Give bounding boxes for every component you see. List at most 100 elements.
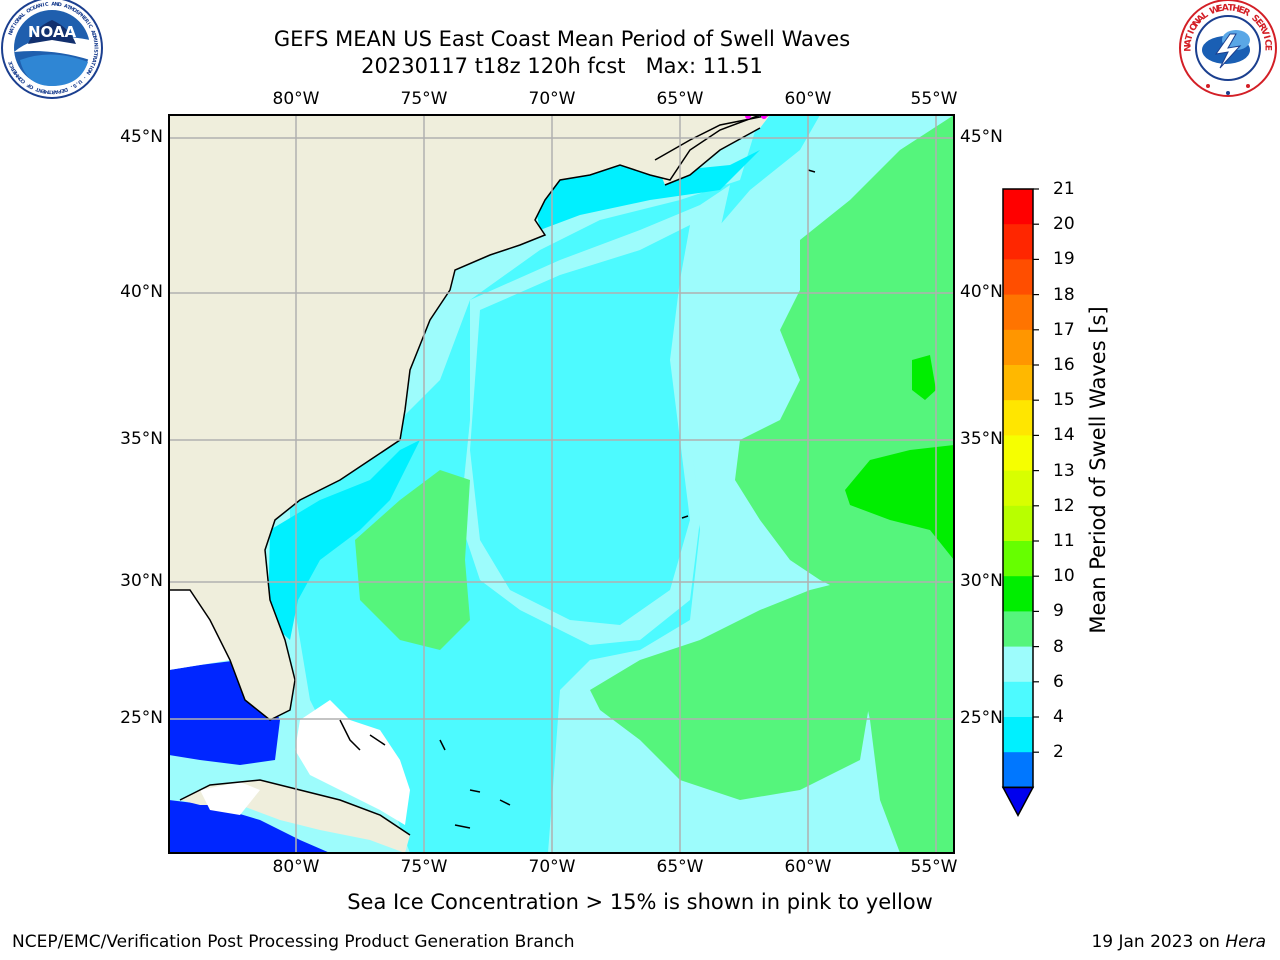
colorbar-tick-label: 4 (1053, 707, 1064, 727)
colorbar-tick-label: 19 (1053, 249, 1075, 270)
colorbar-segment (1003, 576, 1033, 612)
land-north-america (169, 115, 760, 720)
logo-ring-char: M (15, 73, 23, 81)
ocean-period-9-10-south (590, 580, 870, 800)
logo-ring-char: O (28, 83, 35, 90)
logo-ring-char: M (68, 5, 75, 13)
footer-date-text: 19 Jan 2023 on (1091, 932, 1220, 952)
colorbar-tick-label: 21 (1053, 179, 1075, 199)
logo-ring-char: E (8, 60, 15, 66)
colorbar-title: Mean Period of Swell Waves [s] (1086, 306, 1110, 634)
noaa-logo-text: NOAA (28, 23, 77, 41)
colorbar-segment (1003, 294, 1033, 331)
footer-host: Hera (1225, 932, 1266, 952)
ocean-period-9-10-east (735, 115, 954, 853)
logo-ring-char: E (32, 4, 38, 11)
logo-ring-char: O (14, 18, 21, 25)
logo-ring-char: I (1261, 34, 1272, 40)
logo-ring-char: T (66, 4, 72, 11)
logo-ring-char: R (83, 18, 90, 25)
chart-subtitle: 20230117 t18z 120h fcst Max: 11.51 (361, 54, 763, 78)
logo-ring-char: T (89, 61, 96, 67)
logo-ring-char: D (90, 33, 97, 39)
logo-ring-char: T (48, 88, 52, 94)
logo-ring-char: C (9, 63, 16, 69)
logo-ring-char: O (25, 7, 32, 14)
logo-ring-char: W (1208, 4, 1221, 17)
colorbar-tick-label: 6 (1053, 671, 1064, 692)
logo-ring-char: A (9, 27, 16, 33)
logo-ring-char: A (1221, 3, 1229, 13)
colorbar-segment (1003, 681, 1033, 718)
logo-ring-char: N (1184, 44, 1194, 52)
logo-ring-char: P (76, 11, 83, 18)
colorbar-tick-label: 14 (1053, 425, 1075, 446)
logo-ring-char: E (60, 87, 65, 94)
colorbar-tick-label: 12 (1053, 495, 1075, 516)
logo-ring-char: I (1187, 29, 1198, 36)
logo-ring-char: T (92, 52, 99, 57)
colorbar-extend-triangle (1001, 786, 1035, 817)
lon-label-top: 60°W (784, 89, 832, 109)
lon-label-top: 55°W (910, 89, 958, 109)
logo-ring-char: S (74, 9, 81, 16)
lat-label-right: 45°N (960, 127, 1003, 147)
colorbar-segment (1003, 470, 1033, 507)
logo-ring-char: M (91, 35, 98, 41)
lat-label-left: 45°N (120, 127, 163, 147)
lat-label-right: 30°N (960, 571, 1003, 591)
lon-label-bottom: 80°W (272, 857, 320, 877)
logo-ring-char: T (1184, 32, 1196, 41)
logo-ring-char: N (38, 3, 44, 10)
logo-ring-char: M (13, 70, 21, 78)
lon-label-bottom: 70°W (528, 857, 576, 877)
logo-ring-char: L (1200, 10, 1211, 22)
logo-ring-char: R (91, 55, 98, 60)
logo-ring-char: S (1249, 13, 1261, 25)
colorbar-segment (1003, 541, 1033, 577)
logo-ring-char: N (85, 69, 92, 76)
ocean-period-10-11-north (912, 355, 936, 400)
map-frame (168, 114, 955, 854)
lat-label-left: 40°N (120, 282, 163, 302)
nws-logo (1179, 0, 1277, 97)
lat-label-left: 30°N (120, 571, 163, 591)
logo-ring-char: A (35, 3, 41, 10)
nodata-cuba-coast (200, 782, 260, 815)
logo-ring-char: D (63, 86, 69, 93)
logo-ring-char: I (85, 21, 91, 26)
lon-label-bottom: 75°W (400, 857, 448, 877)
logo-ring-char: O (86, 66, 93, 73)
lat-label-left: 25°N (120, 708, 163, 728)
sea-ice-caption: Sea Ice Concentration > 15% is shown in … (347, 890, 933, 914)
ocean-period-10-11 (845, 445, 954, 560)
logo-ring-char: T (10, 24, 17, 30)
lon-label-top: 70°W (528, 89, 576, 109)
logo-ring-char: E (1216, 4, 1224, 15)
logo-ring-char: S (71, 82, 78, 89)
lon-label-bottom: 60°W (784, 857, 832, 877)
logo-ring-char: H (78, 13, 85, 20)
colorbar-tick-label: 9 (1053, 601, 1064, 622)
lon-label-bottom: 55°W (910, 857, 958, 877)
colorbar-tick-label: 13 (1053, 460, 1075, 481)
logo-ring-char: A (18, 14, 25, 21)
logo-ring-char: I (92, 40, 98, 43)
logo-ring-char: A (1195, 13, 1207, 25)
logo-ring-char: · (81, 74, 87, 80)
logo-ring-char: R (1256, 22, 1268, 33)
logo-ring-char: E (1253, 18, 1265, 29)
colorbar-tick-label: 20 (1053, 214, 1075, 235)
logo-ring-char: O (18, 75, 25, 82)
logo-ring-char: E (1263, 45, 1273, 51)
lat-label-right: 40°N (960, 282, 1003, 302)
ocean-period-6-8-core (470, 225, 690, 625)
lon-label-top: 75°W (400, 89, 448, 109)
logo-ring-char: T (1227, 3, 1235, 13)
nodata-gulf (169, 590, 230, 670)
logo-ring-char: A (54, 88, 59, 94)
colorbar (1001, 188, 1039, 817)
lon-label-top: 80°W (272, 89, 320, 109)
logo-ring-char: C (86, 24, 93, 30)
